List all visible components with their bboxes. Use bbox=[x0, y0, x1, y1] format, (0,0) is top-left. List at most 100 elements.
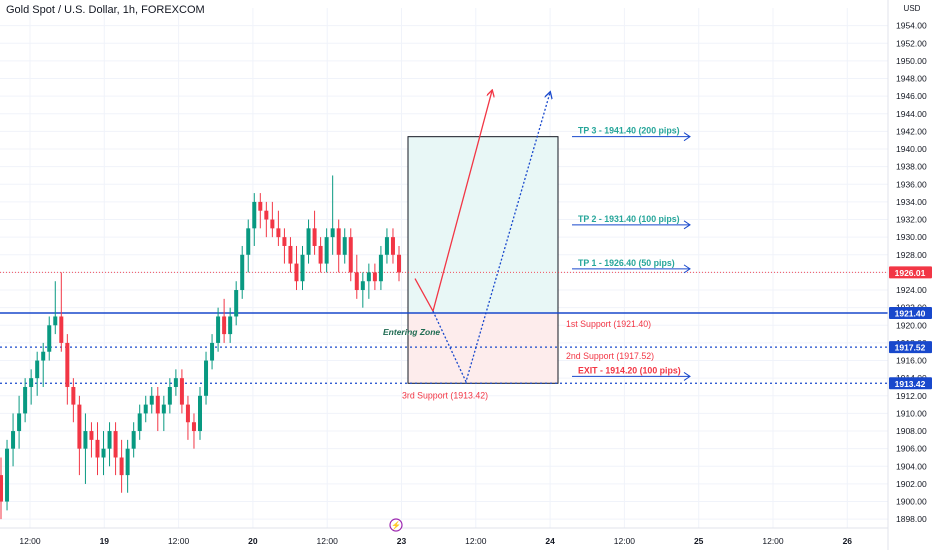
candle-body bbox=[336, 228, 341, 255]
y-tick-label: 1908.00 bbox=[896, 426, 927, 436]
x-tick-label: 12:00 bbox=[614, 536, 636, 546]
event-marker-icon bbox=[389, 518, 403, 532]
y-tick-label: 1948.00 bbox=[896, 74, 927, 84]
x-tick-label: 20 bbox=[248, 536, 258, 546]
tp1-arrow-head bbox=[683, 264, 691, 274]
candle-body bbox=[294, 263, 299, 282]
candle-body bbox=[155, 395, 160, 414]
candle-body bbox=[348, 237, 353, 273]
trade-zone bbox=[407, 136, 559, 384]
tp3-arrow-head bbox=[683, 132, 691, 142]
x-tick-label: 19 bbox=[100, 536, 110, 546]
risk-zone bbox=[408, 312, 558, 384]
price-axis[interactable]: USD 1954.00 1952.00 1950.00 1948.00 1946.00 19… bbox=[887, 0, 932, 550]
support3-label: 3rd Support (1913.42) bbox=[402, 390, 488, 400]
y-tick-label: 1942.00 bbox=[896, 126, 927, 136]
y-tick-label: 1924.00 bbox=[896, 285, 927, 295]
candle-body bbox=[65, 342, 70, 387]
candle-body bbox=[83, 431, 88, 449]
candle-body bbox=[198, 395, 202, 432]
y-tick-label: 1940.00 bbox=[896, 144, 927, 154]
x-tick-label: 23 bbox=[397, 536, 407, 546]
price-tag bbox=[889, 306, 932, 319]
candle-body bbox=[384, 237, 389, 255]
y-tick-label: 1912.00 bbox=[896, 391, 927, 401]
candle-body bbox=[288, 245, 293, 264]
entering-zone-label: Entering Zone bbox=[383, 327, 440, 337]
candle-body bbox=[107, 431, 112, 449]
y-tick-label: 1904.00 bbox=[896, 461, 927, 471]
x-tick-label: 25 bbox=[694, 536, 704, 546]
x-tick-label: 24 bbox=[545, 536, 555, 546]
symbol-title: Gold Spot / U.S. Dollar, 1h, FOREXCOM bbox=[6, 4, 205, 16]
candle-body bbox=[191, 422, 196, 432]
candle-body bbox=[258, 201, 263, 211]
y-tick-label: 1906.00 bbox=[896, 444, 927, 454]
candle-body bbox=[35, 360, 40, 379]
y-tick-label: 1898.00 bbox=[896, 514, 927, 524]
candle-body bbox=[270, 219, 275, 229]
price-tag-label: 1917.52 bbox=[895, 343, 926, 353]
candle-body bbox=[324, 237, 329, 264]
y-tick-label: 1954.00 bbox=[896, 21, 927, 31]
tp1-label: TP 1 - 1926.40 (50 pips) bbox=[578, 258, 675, 268]
candle-body bbox=[5, 448, 10, 502]
candle-body bbox=[53, 316, 58, 326]
candle-body bbox=[143, 404, 148, 414]
candle-body bbox=[0, 475, 3, 502]
candle-body bbox=[173, 378, 178, 387]
tp2-arrow-head bbox=[683, 220, 691, 230]
candle-body bbox=[41, 351, 46, 361]
candle-body bbox=[101, 448, 106, 458]
candle-body bbox=[113, 431, 118, 458]
candle-body bbox=[137, 413, 142, 432]
candle-body bbox=[378, 254, 383, 282]
x-tick-label: 12:00 bbox=[19, 536, 41, 546]
price-tag bbox=[889, 341, 932, 354]
x-tick-label: 12:00 bbox=[168, 536, 190, 546]
y-tick-label: 1932.00 bbox=[896, 215, 927, 225]
candle-body bbox=[167, 386, 172, 405]
candle-body bbox=[47, 325, 52, 352]
exit-label: EXIT - 1914.20 (100 pips) bbox=[578, 365, 681, 375]
candle-body bbox=[11, 431, 16, 449]
y-tick-label: 1910.00 bbox=[896, 408, 927, 418]
y-tick-label: 1946.00 bbox=[896, 91, 927, 101]
time-axis[interactable]: 12:00 19 12:00 20 12:00 23 12:00 24 12:00 25 12:00… bbox=[0, 518, 888, 546]
candle-body bbox=[354, 272, 359, 291]
candle-body bbox=[306, 228, 311, 255]
target-zone bbox=[408, 136, 558, 313]
candle-body bbox=[264, 210, 269, 220]
arrow-drawings bbox=[414, 91, 550, 384]
candle-body bbox=[366, 272, 371, 282]
y-tick-label: 1928.00 bbox=[896, 250, 927, 260]
candle-body bbox=[222, 316, 227, 335]
candle-body bbox=[125, 448, 130, 476]
candle-body bbox=[59, 316, 64, 343]
candle-body bbox=[318, 245, 323, 264]
candle-body bbox=[89, 431, 94, 440]
price-tag-label: 1926.01 bbox=[895, 268, 926, 278]
candle-body bbox=[71, 386, 76, 405]
price-tag bbox=[889, 266, 932, 279]
candle-body bbox=[240, 254, 245, 291]
candle-body bbox=[342, 237, 347, 255]
exit-arrow-head bbox=[683, 371, 691, 381]
candle-body bbox=[216, 316, 221, 343]
candle-body bbox=[131, 431, 136, 449]
y-tick-label: 1952.00 bbox=[896, 38, 927, 48]
price-tag-label: 1921.40 bbox=[895, 308, 926, 318]
candle-body bbox=[29, 378, 34, 387]
candle-body bbox=[282, 237, 287, 246]
x-tick-label: 26 bbox=[843, 536, 853, 546]
currency-label: USD bbox=[904, 4, 921, 13]
candle-body bbox=[300, 254, 305, 282]
red-arrow-path bbox=[414, 91, 492, 313]
y-tick-label: 1936.00 bbox=[896, 179, 927, 189]
tp2-label: TP 2 - 1931.40 (100 pips) bbox=[578, 214, 680, 224]
x-tick-label: 12:00 bbox=[317, 536, 339, 546]
candle-body bbox=[360, 281, 365, 291]
candle-body bbox=[390, 237, 395, 255]
support2-label: 2nd Support (1917.52) bbox=[566, 351, 654, 361]
